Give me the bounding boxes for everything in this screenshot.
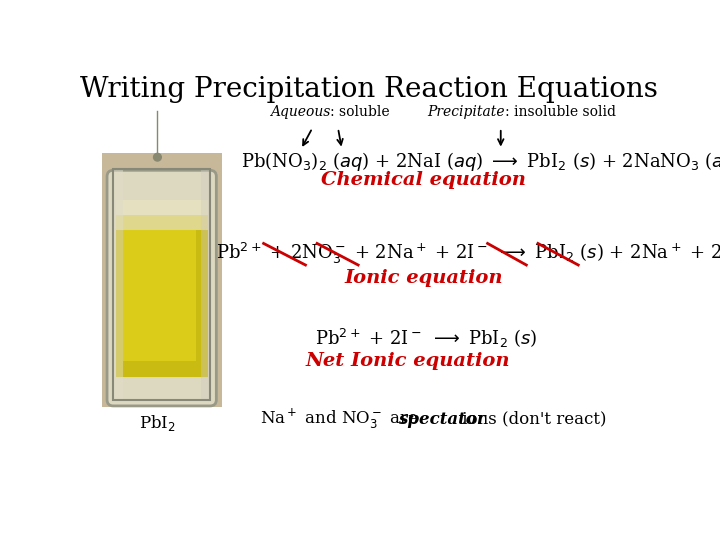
Circle shape	[153, 153, 161, 161]
Text: Net Ionic equation: Net Ionic equation	[305, 352, 510, 370]
Text: Aqueous: Aqueous	[270, 105, 330, 119]
Text: Ionic equation: Ionic equation	[344, 269, 503, 287]
Text: Chemical equation: Chemical equation	[321, 171, 526, 190]
Bar	[113, 168, 122, 400]
Bar	[102, 153, 222, 408]
Text: Pb$^{2+}$ + 2I$^-$ $\longrightarrow$ PbI$_2$ ($s$): Pb$^{2+}$ + 2I$^-$ $\longrightarrow$ PbI…	[315, 327, 537, 350]
Text: ions (don't react): ions (don't react)	[456, 410, 606, 428]
Text: Pb(NO$_3$)$_2$ ($aq$) + 2NaI ($aq$) $\longrightarrow$ PbI$_2$ ($s$) + 2NaNO$_3$ : Pb(NO$_3$)$_2$ ($aq$) + 2NaI ($aq$) $\lo…	[241, 150, 720, 173]
Text: : soluble: : soluble	[330, 105, 390, 119]
Bar	[201, 168, 210, 400]
Text: Precipitate: Precipitate	[427, 105, 505, 119]
Text: Na$^+$ and NO$_3^-$ are: Na$^+$ and NO$_3^-$ are	[261, 407, 420, 431]
Text: spectator: spectator	[398, 410, 486, 428]
Text: Pb$^{2+}$ + 2NO$_3^-$ + 2Na$^+$ + 2I$^-$ $\longrightarrow$ PbI$_2$ ($s$) + 2Na$^: Pb$^{2+}$ + 2NO$_3^-$ + 2Na$^+$ + 2I$^-$…	[216, 241, 720, 266]
Text: PbI$_2$: PbI$_2$	[139, 413, 176, 433]
Text: Writing Precipitation Reaction Equations: Writing Precipitation Reaction Equations	[80, 76, 658, 103]
Bar	[113, 168, 210, 400]
FancyBboxPatch shape	[107, 170, 216, 406]
Bar	[122, 231, 196, 361]
Text: : insoluble solid: : insoluble solid	[505, 105, 616, 119]
Bar	[116, 200, 208, 231]
Bar	[116, 215, 208, 377]
